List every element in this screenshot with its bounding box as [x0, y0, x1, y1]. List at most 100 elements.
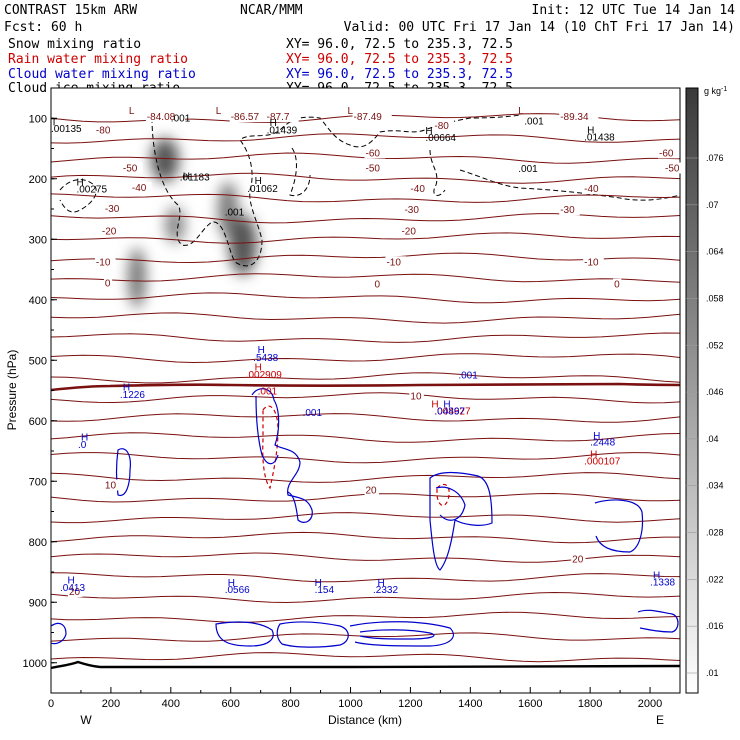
snow-blob: [151, 138, 179, 182]
contour-label: -84.08: [147, 112, 176, 123]
extremum-label: H: [270, 118, 277, 129]
temperature-contour: [51, 232, 680, 244]
contour-label: -40: [410, 184, 425, 195]
colorbar-label: .046: [706, 387, 724, 397]
contour-label: 20: [366, 485, 378, 496]
x-tick-label: 600: [222, 698, 240, 710]
colorbar-label: .022: [706, 574, 724, 584]
colorbar-label: .058: [706, 293, 724, 303]
field-rain-xy: XY= 96.0, 72.5 to 235.3, 72.5: [286, 52, 513, 67]
cloud-ice-contour: [59, 179, 97, 213]
label-bg: [265, 111, 299, 123]
cloud-water-contour: [349, 621, 454, 647]
contour-label: -40: [132, 183, 147, 194]
x-tick-label: 1600: [518, 698, 542, 710]
label-bg: [559, 111, 599, 123]
init-time: Init: 12 UTC Tue 14 Jan 14: [532, 3, 736, 18]
endpoint-west: W: [80, 713, 92, 727]
y-tick-label: 900: [29, 597, 47, 609]
label-bg: [409, 390, 424, 402]
label-bg: [145, 111, 186, 123]
y-tick-label: 800: [29, 537, 47, 549]
label-bg: [103, 203, 125, 215]
cloud-ice-contour: [429, 149, 446, 196]
temperature-contour: [51, 273, 680, 283]
label-bg: [67, 585, 83, 597]
label-bg: [121, 162, 143, 174]
cloud-water-contour: [215, 621, 274, 647]
extremum-label: .5438: [253, 353, 278, 364]
extremum-label: L: [518, 106, 524, 117]
surface-line: [51, 660, 680, 670]
contour-label: -80: [96, 125, 111, 136]
extremum-label: .04897: [434, 407, 465, 418]
extremum-label: H: [443, 399, 450, 410]
extremum-label: H: [653, 571, 660, 582]
extremum-label: .001: [518, 164, 538, 175]
valid-time: Valid: 00 UTC Fri 17 Jan 14 (10 ChT Fri …: [344, 20, 735, 35]
contour-label: -20: [102, 226, 117, 237]
plot-content: [51, 113, 680, 670]
colorbar-label: .028: [706, 528, 724, 538]
label-bg: [94, 256, 116, 268]
contour-label: -10: [386, 257, 401, 268]
y-tick-label: 500: [29, 355, 47, 367]
extremum-label: .2332: [373, 585, 398, 596]
extremum-label: H: [593, 431, 600, 442]
extremum-label: H: [183, 171, 190, 182]
extremum-label: .154: [315, 585, 335, 596]
label-bg: [364, 147, 386, 159]
temperature-contour: [51, 172, 680, 184]
temperature-contour: [51, 432, 680, 443]
contour-label: 0: [105, 278, 111, 289]
extremum-label: .00664: [425, 133, 456, 144]
extremum-label: H: [228, 578, 235, 589]
cloud-water-contour: [255, 395, 279, 465]
x-axis-label: Distance (km): [328, 713, 402, 727]
contour-label: -30: [560, 205, 575, 216]
x-tick-label: 400: [162, 698, 180, 710]
label-bg: [229, 111, 269, 123]
extremum-label: .0566: [225, 585, 250, 596]
contour-label: 0: [374, 280, 380, 291]
temperature-contour: [51, 413, 680, 423]
extremum-label: H: [76, 177, 83, 188]
contour-label: -60: [366, 148, 381, 159]
y-tick-label: 700: [29, 476, 47, 488]
extremum-label: .000107: [584, 456, 621, 467]
contour-label: -86.57: [231, 112, 260, 123]
label-bg: [559, 204, 580, 216]
temperature-contour: [51, 332, 680, 343]
label-bg: [613, 278, 622, 290]
endpoint-east: E: [656, 713, 664, 727]
temperature-contour: [51, 591, 680, 604]
cloud-water-contour: [435, 486, 466, 521]
extremum-label: H: [255, 363, 262, 374]
cloud-water-contour: [115, 448, 131, 496]
colorbar-label: .016: [706, 621, 724, 631]
temperature-contour: [51, 252, 680, 264]
label-bg: [409, 183, 431, 195]
rain-contours: [262, 405, 450, 507]
colorbar: .01 .016 .022 .028 .034 .04 .046 .052 .058 .064 .0…: [685, 86, 727, 694]
cloud-ice-contour: [289, 147, 311, 197]
contour-label: -89.34: [560, 112, 589, 123]
contour-label: -87.7: [267, 112, 290, 123]
snow-blob: [218, 182, 238, 238]
temperature-contour: [51, 292, 680, 304]
extremum-label: H: [590, 450, 597, 461]
temperature-contour: [51, 531, 680, 544]
x-tick-label: 0: [48, 698, 54, 710]
colorbar-label: .064: [706, 247, 724, 257]
label-bg: [364, 484, 379, 496]
contour-label: -87.49: [354, 112, 383, 123]
extremum-label: .0: [78, 440, 87, 451]
extremum-label: H: [123, 383, 130, 394]
contour-label: -80: [434, 121, 449, 132]
extremum-label: .01183: [180, 173, 210, 184]
y-tick-label: 1000: [23, 658, 47, 670]
header: CONTRAST 15km ARW NCAR/MMM Init: 12 UTC …: [4, 3, 735, 96]
rain-contour: [436, 483, 450, 507]
label-bg: [103, 277, 113, 289]
colorbar-unit: g kg-1: [704, 86, 727, 96]
